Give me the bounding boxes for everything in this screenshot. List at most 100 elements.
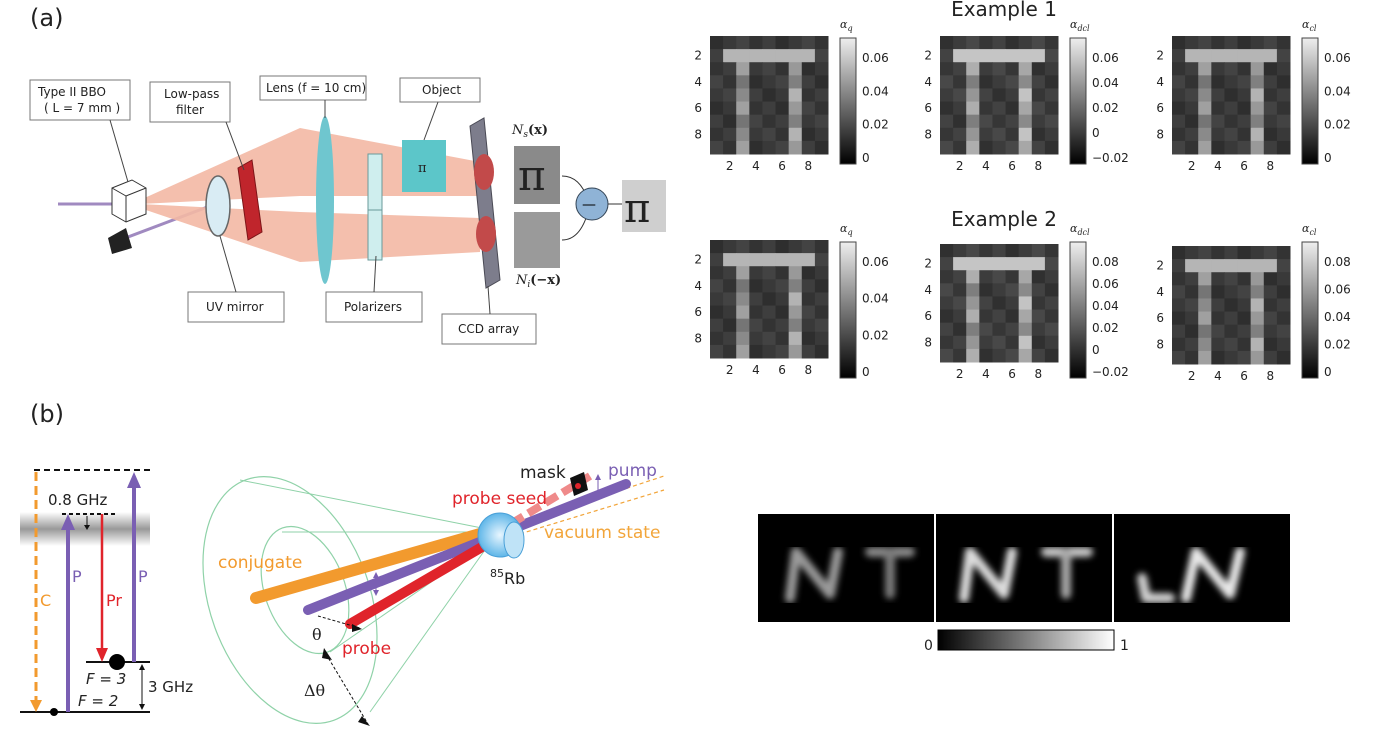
ccd-spot-top: [474, 154, 494, 190]
label-pump: pump: [608, 461, 657, 481]
lowpass-label-box: [149, 81, 231, 123]
population-f2: [50, 708, 58, 716]
label-rb: 85Rb: [490, 567, 525, 588]
colorbar-tick: 0.02: [1092, 321, 1119, 335]
colorbar-tick: 0.06: [1324, 283, 1351, 297]
svg-text:UV mirror: UV mirror: [206, 300, 264, 314]
x-tick: 8: [1035, 159, 1043, 173]
panel-a-label: (a): [30, 4, 63, 32]
y-tick: 6: [924, 309, 932, 323]
x-tick: 2: [1188, 159, 1196, 173]
recon-image-2: [936, 514, 1112, 622]
y-tick: 8: [1156, 127, 1164, 141]
polarizers-label-box: [325, 291, 423, 323]
lens: [316, 116, 334, 284]
y-tick: 2: [1156, 259, 1164, 273]
y-tick: 6: [694, 101, 702, 115]
y-tick: 4: [924, 283, 932, 297]
label-pr: Pr: [106, 591, 122, 610]
y-tick: 6: [1156, 311, 1164, 325]
colorbar-label: αcl: [1302, 18, 1317, 33]
colorbar-tick: 0.06: [862, 51, 889, 65]
label-p-left: P: [72, 567, 82, 586]
colorbar-tick: 0.08: [1092, 255, 1119, 269]
x-tick: 4: [752, 363, 760, 377]
x-tick: 4: [1214, 159, 1222, 173]
colorbar-tick: 0.06: [862, 255, 889, 269]
y-tick: 8: [924, 335, 932, 349]
x-tick: 6: [1008, 159, 1016, 173]
colorbar-tick: 0: [862, 365, 870, 379]
lowpass-filter: [237, 159, 263, 241]
pump-beam: [303, 479, 631, 615]
heatmap-grid: Example 1 2 2 4 4 6 6 8 8 αq 0.06 0.04 0.02 0 2 2 4 4 6 6 8 8…: [694, 0, 1350, 383]
x-tick: 8: [1035, 367, 1043, 381]
x-tick: 2: [726, 159, 734, 173]
colorbar-tick: 0.04: [1092, 299, 1119, 313]
colorbar-min: 0: [924, 638, 933, 654]
colorbar-tick: −0.02: [1092, 151, 1129, 165]
four-wave-mixing-diagram: mask pump probe seed vacuum state conjug…: [202, 461, 665, 726]
x-tick: 2: [956, 159, 964, 173]
y-tick: 2: [694, 253, 702, 267]
object-symbol: π: [418, 161, 427, 176]
svg-text:π: π: [518, 151, 546, 200]
optical-setup: π π — π Type II BBO ( L = 7 mm ) Low-pas…: [29, 75, 666, 345]
ni-image: [514, 212, 560, 268]
colorbar-label: αdcl: [1070, 222, 1090, 237]
heatmap-2-1: 2 2 4 4 6 6 8 8 αq 0.06 0.04 0.02 0: [694, 222, 888, 379]
svg-text:Low-pass: Low-pass: [164, 87, 219, 101]
ns-image: [514, 146, 560, 204]
ccd-spot-bottom: [476, 216, 496, 252]
label-probe-seed: probe seed: [452, 489, 547, 509]
x-tick: 8: [805, 363, 813, 377]
y-tick: 8: [1156, 337, 1164, 351]
heatmap-1-1: 2 2 4 4 6 6 8 8 αq 0.06 0.04 0.02 0: [694, 18, 888, 173]
colorbar-tick: 0.08: [1324, 255, 1351, 269]
x-tick: 2: [956, 367, 964, 381]
label-0.8ghz: 0.8 GHz: [48, 491, 108, 509]
beam-dump: [108, 228, 132, 254]
polarizer-bottom: [367, 209, 383, 261]
colorbar-tick: 0: [1324, 151, 1332, 165]
svg-text:Type II BBO: Type II BBO: [37, 85, 106, 99]
y-tick: 6: [694, 305, 702, 319]
example-title-2: Example 2: [951, 207, 1057, 231]
colorbar-label: αcl: [1302, 222, 1317, 237]
y-tick: 2: [924, 257, 932, 271]
label-delta-theta: Δθ: [304, 681, 325, 700]
label-vacuum-state: vacuum state: [544, 523, 660, 543]
y-tick: 4: [694, 75, 702, 89]
colorbar-tick: 0.02: [1092, 101, 1119, 115]
recon-image-3: [1114, 514, 1290, 622]
colorbar-tick: 0.04: [862, 292, 889, 306]
y-tick: 8: [694, 127, 702, 141]
x-tick: 2: [726, 363, 734, 377]
beam-lower: [140, 204, 480, 262]
conjugate-beam: [250, 524, 500, 604]
label-f2: F = 2: [78, 692, 118, 710]
y-tick: 6: [924, 101, 932, 115]
svg-text:π: π: [624, 186, 650, 232]
svg-text:Polarizers: Polarizers: [344, 300, 402, 314]
colorbar-tick: 0: [1092, 343, 1100, 357]
probe-beam: [345, 535, 499, 629]
colorbar-tick: 0: [1324, 365, 1332, 379]
x-tick: 6: [1008, 367, 1016, 381]
colorbar: [1301, 37, 1319, 165]
label-theta: θ: [312, 625, 322, 644]
y-tick: 8: [694, 331, 702, 345]
y-tick: 2: [694, 49, 702, 63]
object-mask: [402, 140, 446, 192]
colorbar: [1069, 37, 1087, 165]
colorbar: [1069, 241, 1087, 379]
x-tick: 6: [778, 159, 786, 173]
bbo-crystal: [111, 179, 147, 223]
y-tick: 4: [924, 75, 932, 89]
x-tick: 6: [778, 363, 786, 377]
object-label-box: [399, 77, 481, 103]
example-title-1: Example 1: [951, 0, 1057, 21]
colorbar-max: 1: [1120, 638, 1129, 654]
label-3ghz: 3 GHz: [148, 678, 193, 696]
lens-label-box: [259, 75, 367, 101]
